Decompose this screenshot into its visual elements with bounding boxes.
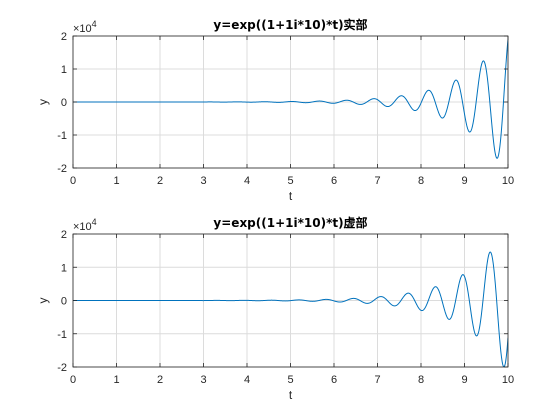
chart2-ylabel: y — [36, 298, 50, 304]
chart2-xtick-label: 3 — [200, 374, 206, 386]
chart2-ytick-label: 0 — [61, 296, 67, 308]
chart1-ytick-label: 1 — [61, 64, 67, 76]
chart2-xtick-label: 7 — [374, 374, 380, 386]
chart2-xtick-label: 4 — [244, 374, 250, 386]
chart1-ylabel: y — [36, 99, 50, 105]
chart1-ytick-label: -1 — [57, 130, 67, 142]
chart1-xtick-label: 5 — [287, 175, 293, 187]
chart1-xtick-label: 1 — [113, 175, 119, 187]
chart2-ytick-label: 1 — [61, 262, 67, 274]
chart1-xtick-label: 10 — [502, 175, 514, 187]
chart2-xtick-label: 0 — [70, 374, 76, 386]
chart1-ytick-label: 0 — [61, 97, 67, 109]
chart2-xtick-label: 1 — [113, 374, 119, 386]
chart1-y-multiplier: ×104 — [73, 19, 97, 35]
chart1-xlabel: t — [289, 189, 293, 203]
chart2-y-multiplier: ×104 — [73, 217, 97, 233]
chart2-ytick-label: -2 — [57, 362, 67, 374]
chart1-xtick-label: 2 — [157, 175, 163, 187]
chart2-ytick-label: -1 — [57, 329, 67, 341]
chart2-xtick-label: 9 — [461, 374, 467, 386]
chart1-xtick-label: 8 — [418, 175, 424, 187]
chart1-xtick-label: 9 — [461, 175, 467, 187]
chart1-series-line — [73, 39, 508, 159]
chart1-title: y=exp((1+1i*10)*t)实部 — [213, 17, 367, 32]
chart2-series-line — [73, 251, 508, 367]
chart2-xtick-label: 6 — [331, 374, 337, 386]
chart2-title: y=exp((1+1i*10)*t)虚部 — [213, 215, 367, 230]
chart2-xtick-label: 8 — [418, 374, 424, 386]
chart1-ytick-label: 2 — [61, 31, 67, 43]
chart1-xtick-label: 7 — [374, 175, 380, 187]
chart1-xtick-label: 6 — [331, 175, 337, 187]
chart2-xtick-label: 10 — [502, 374, 514, 386]
chart1-xtick-label: 4 — [244, 175, 250, 187]
chart2-xlabel: t — [289, 388, 293, 402]
chart1-ytick-label: -2 — [57, 163, 67, 175]
chart1-xtick-label: 3 — [200, 175, 206, 187]
chart2-ytick-label: 2 — [61, 229, 67, 241]
chart2-xtick-label: 2 — [157, 374, 163, 386]
chart1-xtick-label: 0 — [70, 175, 76, 187]
chart2-xtick-label: 5 — [287, 374, 293, 386]
